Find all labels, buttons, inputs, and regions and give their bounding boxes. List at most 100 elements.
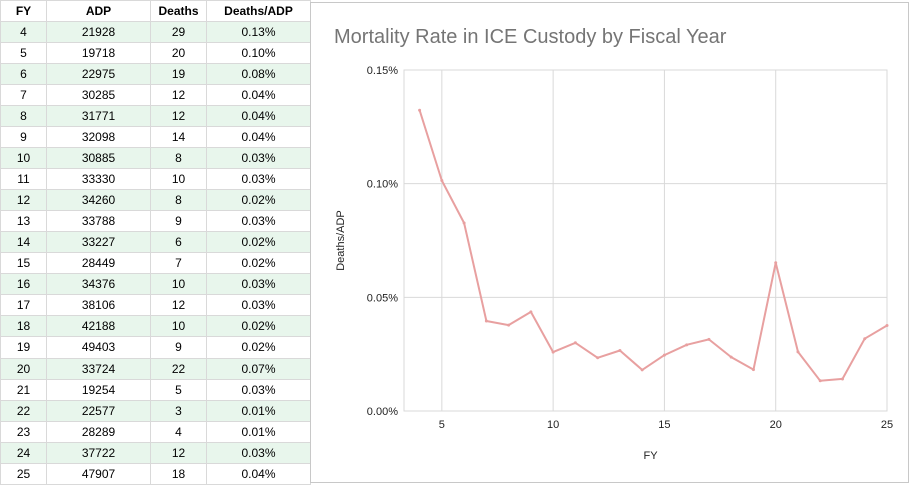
deaths-per-adp-cell[interactable]: 0.10%	[206, 42, 311, 65]
adp-cell[interactable]: 34376	[46, 273, 151, 296]
deaths-cell[interactable]: 9	[150, 210, 207, 233]
adp-cell[interactable]: 33330	[46, 168, 151, 191]
header-deaths[interactable]: Deaths	[150, 0, 207, 22]
fy-cell[interactable]: 6	[0, 63, 47, 86]
deaths-per-adp-cell[interactable]: 0.03%	[206, 168, 311, 191]
deaths-per-adp-cell[interactable]: 0.03%	[206, 378, 311, 401]
deaths-cell[interactable]: 8	[150, 189, 207, 212]
data-point	[707, 337, 711, 341]
deaths-cell[interactable]: 4	[150, 420, 207, 443]
fy-cell[interactable]: 11	[0, 168, 47, 191]
fy-cell[interactable]: 19	[0, 336, 47, 359]
deaths-cell[interactable]: 8	[150, 147, 207, 170]
data-point	[418, 108, 422, 112]
fy-cell[interactable]: 25	[0, 462, 47, 485]
deaths-per-adp-cell[interactable]: 0.04%	[206, 84, 311, 107]
adp-cell[interactable]: 33227	[46, 231, 151, 254]
fy-cell[interactable]: 12	[0, 189, 47, 212]
data-point	[774, 261, 778, 265]
x-tick-label: 20	[770, 419, 782, 431]
fy-cell[interactable]: 8	[0, 105, 47, 128]
fy-cell[interactable]: 7	[0, 84, 47, 107]
deaths-per-adp-cell[interactable]: 0.03%	[206, 294, 311, 317]
deaths-per-adp-cell[interactable]: 0.02%	[206, 231, 311, 254]
deaths-per-adp-cell[interactable]: 0.01%	[206, 420, 311, 443]
deaths-cell[interactable]: 10	[150, 168, 207, 191]
fy-cell[interactable]: 16	[0, 273, 47, 296]
fy-cell[interactable]: 21	[0, 378, 47, 401]
adp-cell[interactable]: 22975	[46, 63, 151, 86]
fy-cell[interactable]: 5	[0, 42, 47, 65]
deaths-cell[interactable]: 10	[150, 315, 207, 338]
deaths-cell[interactable]: 6	[150, 231, 207, 254]
header-deaths-per-adp[interactable]: Deaths/ADP	[206, 0, 311, 22]
deaths-cell[interactable]: 12	[150, 294, 207, 317]
chart-panel[interactable]: 0.00% 0.05% 0.10% 0.15% 5 10 15 20 25 Mortality R…	[310, 2, 909, 483]
deaths-cell[interactable]: 5	[150, 378, 207, 401]
deaths-per-adp-cell[interactable]: 0.02%	[206, 315, 311, 338]
deaths-cell[interactable]: 10	[150, 273, 207, 296]
deaths-cell[interactable]: 14	[150, 126, 207, 149]
deaths-cell[interactable]: 12	[150, 84, 207, 107]
deaths-per-adp-cell[interactable]: 0.04%	[206, 105, 311, 128]
fy-cell[interactable]: 17	[0, 294, 47, 317]
deaths-cell[interactable]: 3	[150, 399, 207, 422]
deaths-per-adp-cell[interactable]: 0.08%	[206, 63, 311, 86]
adp-cell[interactable]: 19718	[46, 42, 151, 65]
deaths-cell[interactable]: 20	[150, 42, 207, 65]
deaths-per-adp-cell[interactable]: 0.03%	[206, 273, 311, 296]
adp-cell[interactable]: 34260	[46, 189, 151, 212]
deaths-cell[interactable]: 29	[150, 20, 207, 44]
deaths-cell[interactable]: 9	[150, 336, 207, 359]
deaths-per-adp-cell[interactable]: 0.02%	[206, 189, 311, 212]
deaths-per-adp-cell[interactable]: 0.02%	[206, 252, 311, 275]
fy-cell[interactable]: 23	[0, 420, 47, 443]
deaths-per-adp-cell[interactable]: 0.01%	[206, 399, 311, 422]
deaths-per-adp-cell[interactable]: 0.04%	[206, 462, 311, 485]
deaths-cell[interactable]: 19	[150, 63, 207, 86]
adp-cell[interactable]: 33724	[46, 357, 151, 380]
data-point	[440, 178, 444, 182]
fy-cell[interactable]: 4	[0, 20, 47, 44]
fy-cell[interactable]: 22	[0, 399, 47, 422]
adp-cell[interactable]: 30285	[46, 84, 151, 107]
fy-cell[interactable]: 13	[0, 210, 47, 233]
fy-cell[interactable]: 24	[0, 441, 47, 464]
adp-cell[interactable]: 30885	[46, 147, 151, 170]
adp-cell[interactable]: 37722	[46, 441, 151, 464]
fy-cell[interactable]: 9	[0, 126, 47, 149]
fy-cell[interactable]: 18	[0, 315, 47, 338]
adp-cell[interactable]: 21928	[46, 20, 151, 44]
adp-cell[interactable]: 22577	[46, 399, 151, 422]
header-adp[interactable]: ADP	[46, 0, 151, 22]
adp-cell[interactable]: 38106	[46, 294, 151, 317]
deaths-per-adp-cell[interactable]: 0.04%	[206, 126, 311, 149]
header-fy[interactable]: FY	[0, 0, 47, 22]
adp-cell[interactable]: 28449	[46, 252, 151, 275]
fy-cell[interactable]: 14	[0, 231, 47, 254]
adp-cell[interactable]: 28289	[46, 420, 151, 443]
deaths-cell[interactable]: 7	[150, 252, 207, 275]
adp-cell[interactable]: 42188	[46, 315, 151, 338]
adp-cell[interactable]: 19254	[46, 378, 151, 401]
adp-cell[interactable]: 31771	[46, 105, 151, 128]
deaths-cell[interactable]: 12	[150, 105, 207, 128]
fy-cell[interactable]: 10	[0, 147, 47, 170]
deaths-per-adp-cell[interactable]: 0.13%	[206, 20, 311, 44]
y-tick-label: 0.05%	[367, 292, 398, 304]
fy-cell[interactable]: 20	[0, 357, 47, 380]
fy-cell[interactable]: 15	[0, 252, 47, 275]
deaths-per-adp-cell[interactable]: 0.07%	[206, 357, 311, 380]
adp-cell[interactable]: 33788	[46, 210, 151, 233]
deaths-cell[interactable]: 12	[150, 441, 207, 464]
deaths-cell[interactable]: 22	[150, 357, 207, 380]
adp-cell[interactable]: 32098	[46, 126, 151, 149]
data-point	[662, 353, 666, 357]
deaths-per-adp-cell[interactable]: 0.03%	[206, 441, 311, 464]
adp-cell[interactable]: 49403	[46, 336, 151, 359]
deaths-per-adp-cell[interactable]: 0.02%	[206, 336, 311, 359]
deaths-cell[interactable]: 18	[150, 462, 207, 485]
adp-cell[interactable]: 47907	[46, 462, 151, 485]
deaths-per-adp-cell[interactable]: 0.03%	[206, 147, 311, 170]
deaths-per-adp-cell[interactable]: 0.03%	[206, 210, 311, 233]
